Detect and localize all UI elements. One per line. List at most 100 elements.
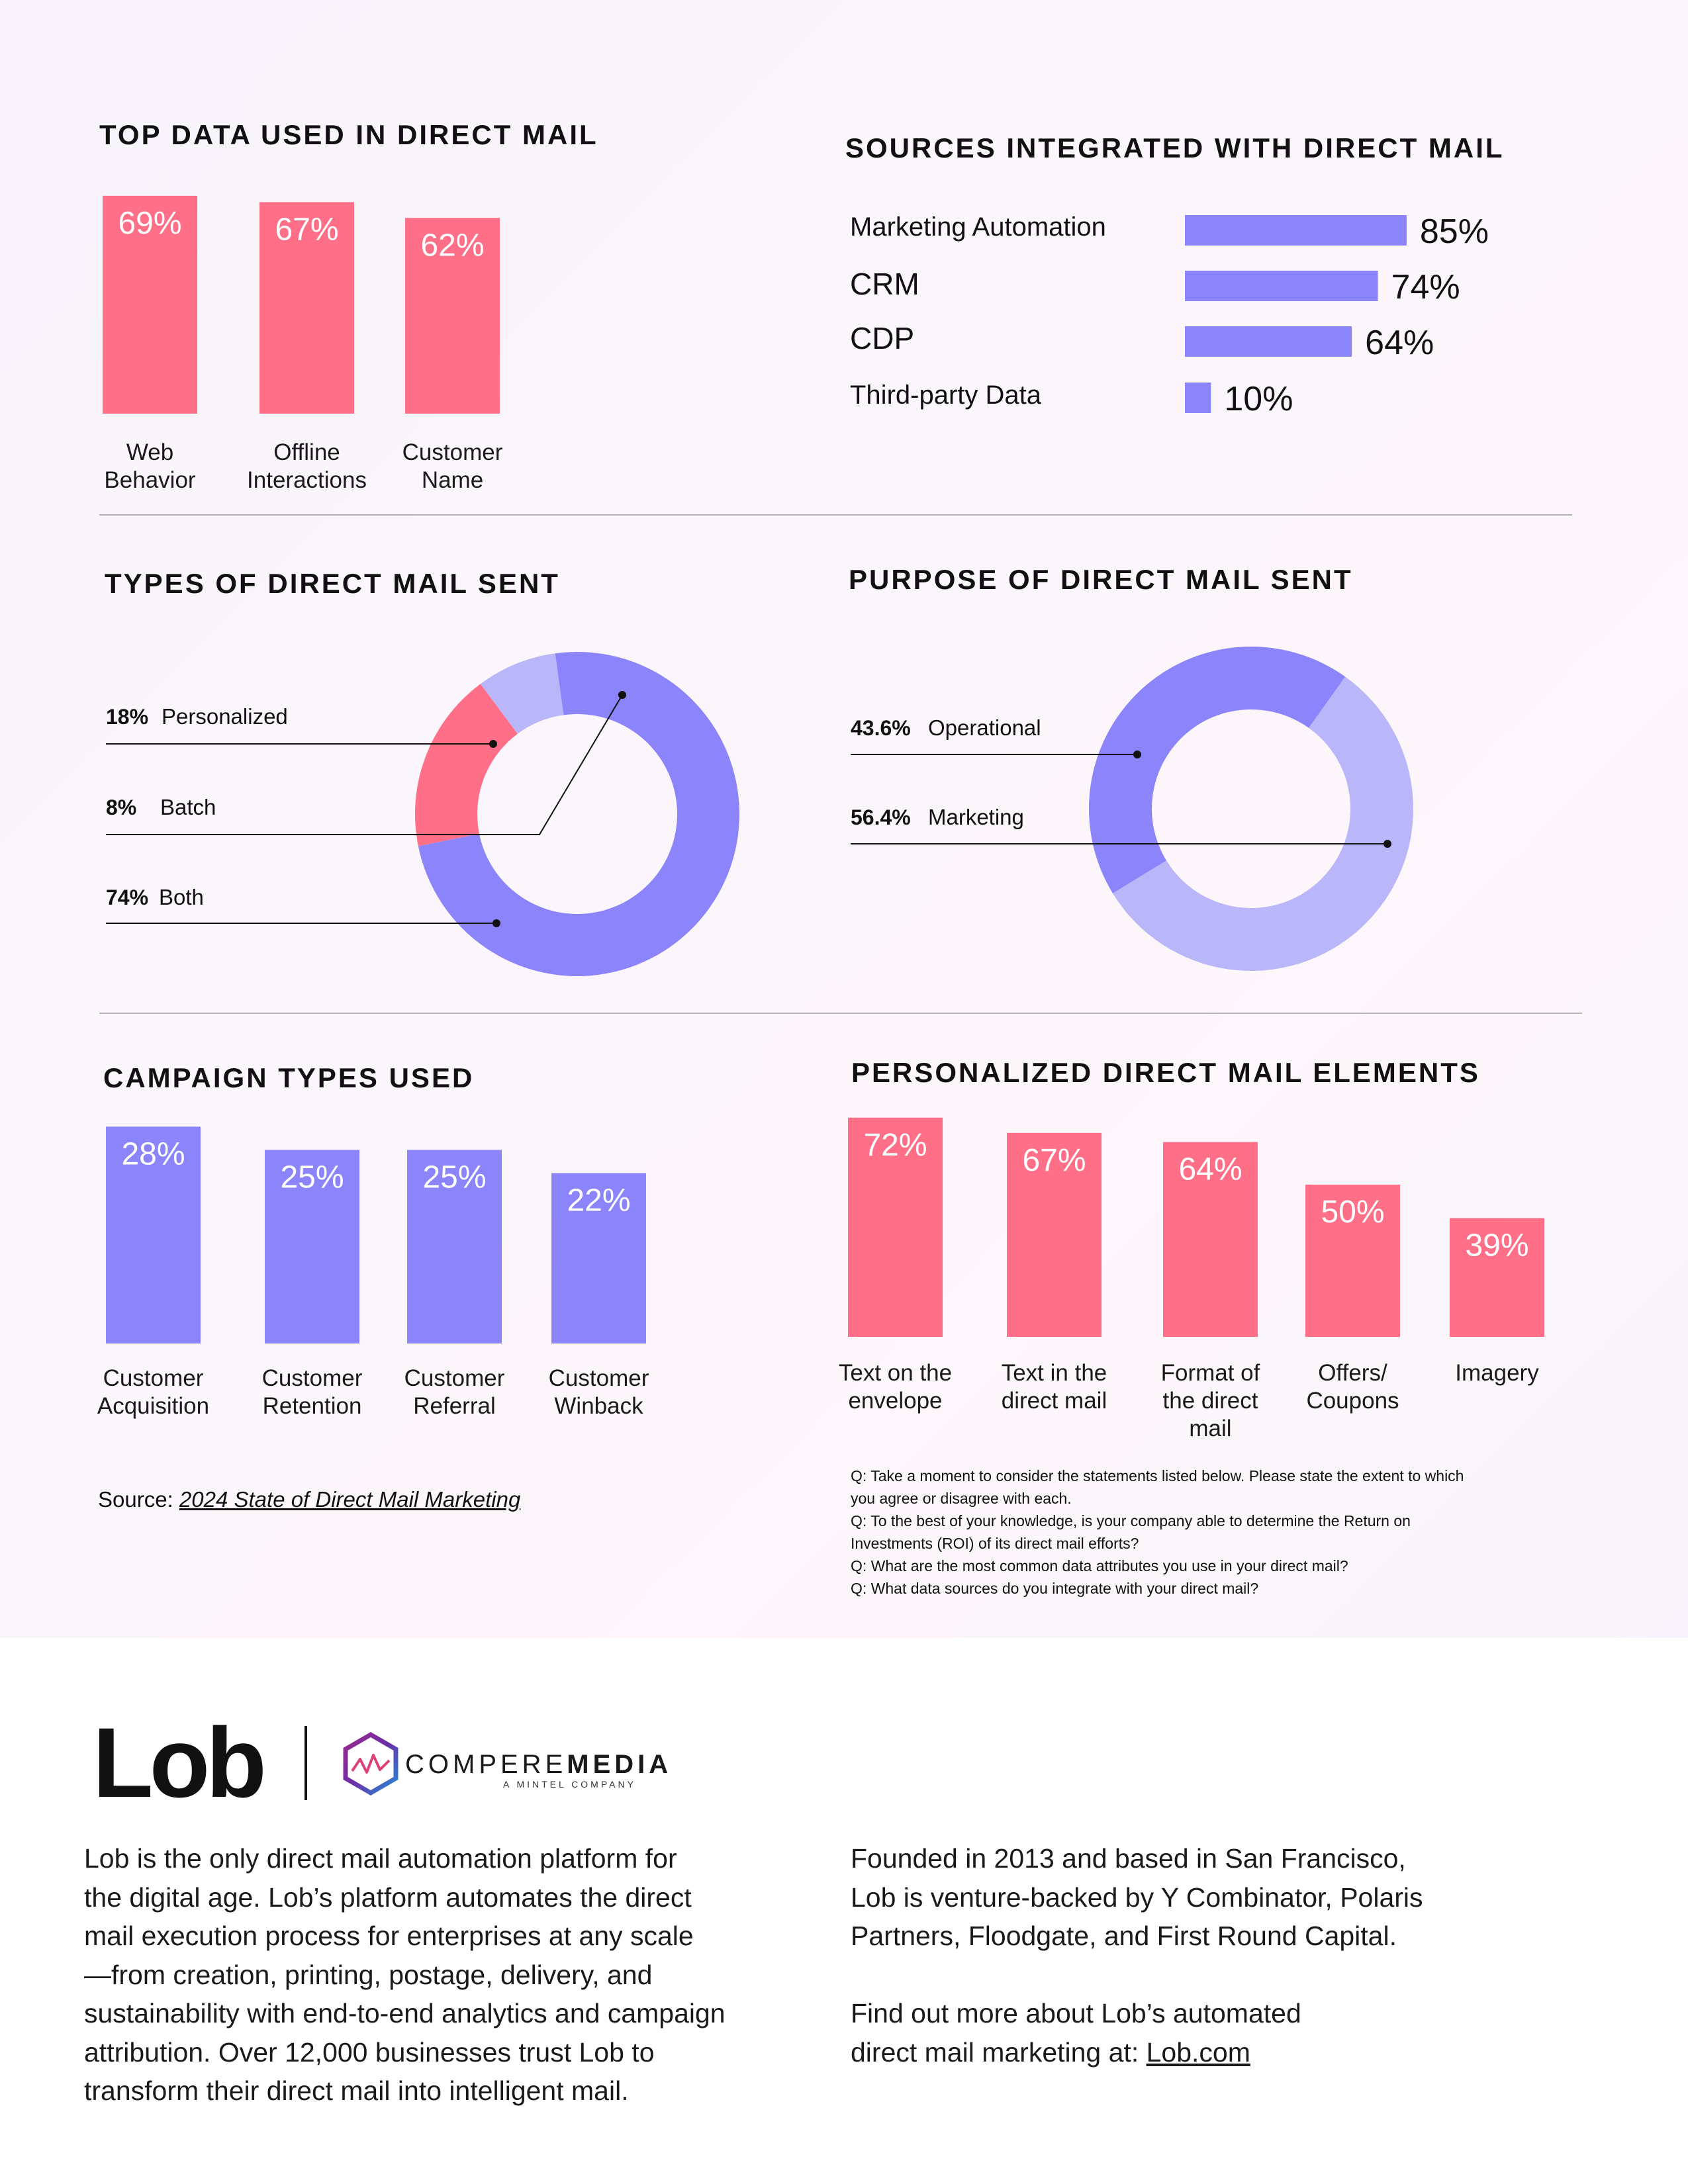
donut-slice-marketing xyxy=(1113,676,1413,971)
bar-value-label: 28% xyxy=(121,1136,185,1171)
donut-slice-personalized xyxy=(415,684,518,846)
leader-dot xyxy=(492,919,500,927)
leader-dot xyxy=(1133,751,1141,758)
category-label: Name xyxy=(422,467,483,493)
sources-title: SOURCES INTEGRATED WITH DIRECT MAIL xyxy=(845,132,1505,163)
hbar-category-label: Marketing Automation xyxy=(850,212,1106,242)
bar-value-label: 64% xyxy=(1178,1152,1242,1187)
about-line: Founded in 2013 and based in San Francis… xyxy=(851,1843,1406,1874)
legend-percent: 43.6% xyxy=(851,716,911,740)
about-line: transform their direct mail into intelli… xyxy=(84,2075,629,2106)
bar-0 xyxy=(106,1126,201,1343)
bar-value-label: 62% xyxy=(420,228,484,263)
legend-label: Personalized xyxy=(162,704,288,729)
about-line: attribution. Over 12,000 businesses trus… xyxy=(84,2036,655,2068)
campaign-title: CAMPAIGN TYPES USED xyxy=(103,1062,475,1093)
donut-slice-batch xyxy=(480,653,564,734)
bar-value-label: 69% xyxy=(118,206,181,241)
about-line: Partners, Floodgate, and First Round Cap… xyxy=(851,1921,1397,1951)
category-label: Text in the xyxy=(1002,1360,1107,1386)
category-label: Offline xyxy=(273,439,340,465)
category-label: Customer xyxy=(549,1365,649,1391)
category-label: Behavior xyxy=(104,467,195,493)
question-line: Q: Take a moment to consider the stateme… xyxy=(851,1467,1464,1484)
question-line: Q: What are the most common data attribu… xyxy=(851,1557,1348,1574)
bar-1 xyxy=(259,202,354,414)
bar-value-label: 22% xyxy=(567,1183,630,1218)
about-line: mail execution process for enterprises a… xyxy=(84,1921,694,1951)
bar-0 xyxy=(848,1117,943,1337)
category-label: Web xyxy=(126,439,173,465)
category-label: Coupons xyxy=(1306,1388,1399,1414)
about-line: Find out more about Lob’s automated xyxy=(851,1998,1301,2028)
bar-value-label: 72% xyxy=(863,1128,927,1163)
cta-prefix: direct mail marketing at: xyxy=(851,2036,1147,2068)
hbar-1 xyxy=(1185,271,1378,301)
bar-value-label: 25% xyxy=(422,1160,486,1195)
cm-name-bold: MEDIA xyxy=(567,1750,673,1779)
category-label: Customer xyxy=(404,1365,505,1391)
purpose-title: PURPOSE OF DIRECT MAIL SENT xyxy=(849,564,1353,595)
category-label: Referral xyxy=(413,1393,495,1419)
question-line: Q: To the best of your knowledge, is you… xyxy=(851,1512,1411,1529)
source-link[interactable]: 2024 State of Direct Mail Marketing xyxy=(179,1487,521,1512)
question-line: Q: What data sources do you integrate wi… xyxy=(851,1580,1259,1597)
about-line: —from creation, printing, postage, deliv… xyxy=(84,1959,653,1990)
about-line: sustainability with end-to-end analytics… xyxy=(84,1998,726,2028)
comperemedia-logo-icon xyxy=(343,1731,399,1796)
category-label: Interactions xyxy=(247,467,367,493)
bar-value-label: 39% xyxy=(1465,1228,1528,1263)
category-label: envelope xyxy=(848,1388,942,1414)
category-label: Winback xyxy=(554,1393,643,1419)
question-line: you agree or disagree with each. xyxy=(851,1490,1072,1507)
category-label: Offers/ xyxy=(1318,1360,1387,1386)
legend-percent: 74% xyxy=(106,886,148,909)
lob-website-link[interactable]: Lob.com xyxy=(1146,2036,1250,2068)
category-label: Text on the xyxy=(839,1360,952,1386)
legend-percent: 56.4% xyxy=(851,805,911,829)
types-donut-chart: 18% Personalized 8% Batch 74% Both xyxy=(106,652,739,977)
category-label: the direct xyxy=(1163,1388,1258,1414)
about-lob-left: Lob is the only direct mail automation p… xyxy=(84,1839,825,2111)
campaign-chart: 28%CustomerAcquisition25%CustomerRetenti… xyxy=(97,1126,649,1419)
bar-value-label: 67% xyxy=(275,212,338,247)
category-label: Acquisition xyxy=(97,1393,209,1419)
survey-questions: Q: Take a moment to consider the stateme… xyxy=(851,1465,1579,1600)
leader-dot xyxy=(1383,840,1391,848)
bar-value-label: 67% xyxy=(1022,1143,1086,1178)
bar-4 xyxy=(1450,1218,1544,1337)
hbar-value-label: 74% xyxy=(1391,268,1460,306)
donut-slice-operational xyxy=(1088,646,1346,893)
bar-0 xyxy=(103,195,197,414)
legend-percent: 8% xyxy=(106,796,136,819)
bar-2 xyxy=(407,1150,502,1343)
question-line: Investments (ROI) of its direct mail eff… xyxy=(851,1535,1139,1552)
purpose-donut-chart: 43.6% Operational 56.4% Marketing xyxy=(851,646,1413,971)
category-label: direct mail xyxy=(1002,1388,1107,1414)
about-lob-right: Founded in 2013 and based in San Francis… xyxy=(851,1839,1579,2071)
comperemedia-tagline: A MINTEL COMPANY xyxy=(503,1779,636,1790)
hbar-category-label: Third-party Data xyxy=(850,381,1042,410)
divider-top xyxy=(99,514,1572,516)
about-line: the digital age. Lob’s platform automate… xyxy=(84,1882,692,1913)
sources-chart: 85% Marketing Automation 74% CRM 64% CDP 10% Th… xyxy=(850,212,1489,418)
category-label: Customer xyxy=(103,1365,204,1391)
hbar-value-label: 10% xyxy=(1224,380,1293,418)
lob-logo: Lob xyxy=(93,1707,267,1818)
donut-slice-both xyxy=(418,652,739,977)
comperemedia-logo-text: COMPEREMEDIA xyxy=(405,1750,672,1780)
bar-value-label: 25% xyxy=(280,1160,344,1195)
category-label: mail xyxy=(1189,1416,1231,1441)
bar-3 xyxy=(551,1173,646,1343)
hbar-3 xyxy=(1185,383,1211,413)
types-title: TYPES OF DIRECT MAIL SENT xyxy=(105,568,560,599)
category-label: Imagery xyxy=(1455,1360,1539,1386)
hbar-category-label: CDP xyxy=(850,321,914,355)
elements-title: PERSONALIZED DIRECT MAIL ELEMENTS xyxy=(851,1057,1480,1088)
hbar-value-label: 85% xyxy=(1420,212,1489,251)
hbar-category-label: CRM xyxy=(850,267,919,301)
about-line: Lob is venture-backed by Y Combinator, P… xyxy=(851,1882,1423,1913)
hbar-0 xyxy=(1185,215,1407,246)
